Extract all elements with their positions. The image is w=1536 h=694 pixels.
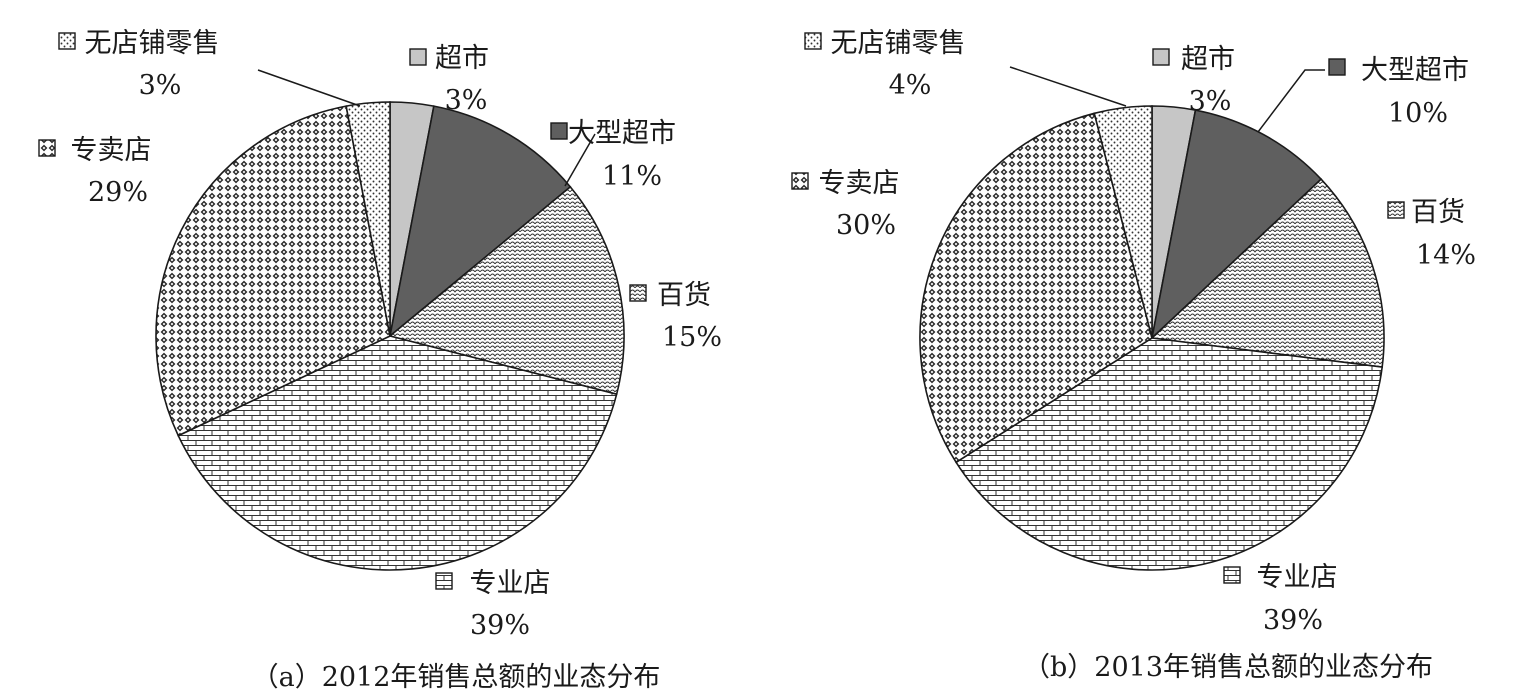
legend-swatch	[1387, 201, 1405, 219]
pie-slice-scales	[1150, 178, 1385, 368]
slice-label: 超市	[1181, 44, 1235, 75]
slice-value-label: 39%	[1263, 605, 1323, 636]
legend-swatch	[550, 122, 568, 140]
slice-value-label: 29%	[88, 177, 148, 208]
slice-value-label: 15%	[662, 322, 722, 353]
slice-label: 专卖店	[819, 168, 900, 199]
legend-swatch	[804, 32, 822, 50]
pie-chart-2: 超市 3% 大型超市 10% 百货 14% 专业店 39% 专卖店 30% 无店铺零售 4% （b）20…	[791, 28, 1476, 683]
slice-value-label: 11%	[602, 161, 662, 192]
slice-label: 无店铺零售	[831, 28, 966, 59]
leader-line	[1009, 66, 1127, 107]
slice-label: 大型超市	[568, 118, 676, 149]
leader-line	[257, 69, 361, 107]
pie-slice-diamonds	[919, 112, 1153, 464]
pie-slice-dark-gray	[388, 105, 572, 339]
chart-caption: （a）2012年销售总额的业态分布	[252, 662, 661, 693]
slice-label: 专业店	[470, 568, 551, 599]
pie-slice-bricks	[177, 335, 618, 571]
slice-value-label: 10%	[1388, 98, 1448, 129]
slice-label: 百货	[657, 280, 711, 311]
slice-value-label: 39%	[470, 610, 530, 641]
slice-value-label: 3%	[1189, 86, 1232, 117]
legend-swatch	[1223, 566, 1241, 584]
legend-swatch	[791, 172, 809, 190]
slice-label: 无店铺零售	[85, 28, 220, 59]
leader-line	[564, 133, 596, 187]
slice-value-label: 30%	[836, 210, 896, 241]
slice-label: 专卖店	[71, 135, 152, 166]
leader-line	[1257, 69, 1325, 133]
slice-label: 超市	[435, 43, 489, 74]
slice-value-label: 14%	[1416, 240, 1476, 271]
slice-value-label: 4%	[889, 70, 932, 101]
slice-label: 专业店	[1257, 562, 1338, 593]
legend-swatch	[38, 139, 56, 157]
slice-label: 百货	[1411, 197, 1465, 228]
legend-swatch	[58, 32, 76, 50]
slice-value-label: 3%	[139, 70, 182, 101]
pie-slice-dots	[1093, 105, 1153, 339]
chart-caption: （b）2013年销售总额的业态分布	[1023, 652, 1433, 683]
legend-swatch	[409, 48, 427, 66]
slice-value-label: 3%	[445, 85, 488, 116]
legend-swatch	[1328, 58, 1346, 76]
pie-chart-1: 超市 3% 大型超市 11% 百货 15% 专业店 39% 专卖店 29% 无店铺零售 3% （a）20…	[38, 28, 722, 693]
pie-slice-bricks	[955, 337, 1384, 571]
legend-swatch	[629, 284, 647, 302]
legend-swatch	[1152, 48, 1170, 66]
pie-slice-dark-gray	[1150, 109, 1323, 341]
slice-label: 大型超市	[1361, 55, 1469, 86]
pie-slice-diamonds	[155, 105, 391, 437]
pie-slice-scales	[388, 185, 625, 396]
pie-slice-dots	[345, 101, 391, 337]
legend-swatch	[435, 572, 453, 590]
